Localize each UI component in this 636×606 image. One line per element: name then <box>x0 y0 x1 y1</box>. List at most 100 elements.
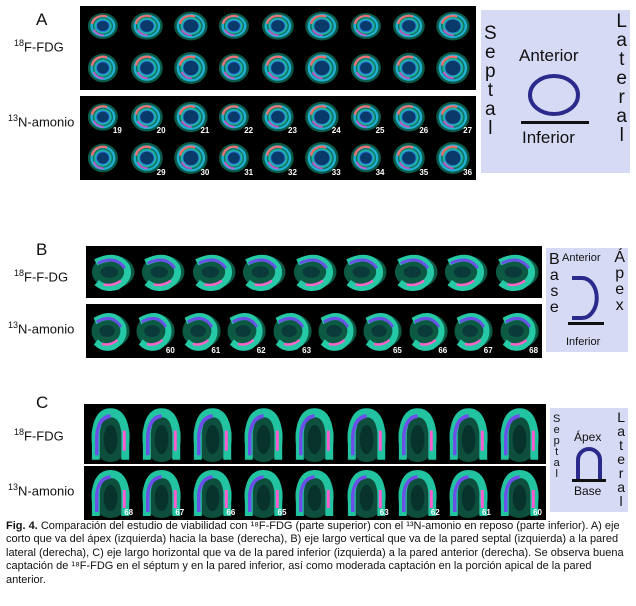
scan-slice: 30 <box>169 138 212 178</box>
scan-slice: 24 <box>300 98 343 136</box>
panel-c-row1-label: 18F-FDG <box>14 427 64 444</box>
slice-number: 60 <box>533 508 542 517</box>
legend-bottom-label: Inferior <box>522 128 575 147</box>
scan-slice: 25 <box>344 98 387 136</box>
panel-b-amonio-row: 60 61 62 63 65 66 67 68 <box>86 304 542 358</box>
panel-c-fdg-row <box>84 404 546 464</box>
scan-slice: 65 <box>239 468 289 518</box>
scan-slice: 23 <box>257 98 299 136</box>
scan-slice <box>392 406 442 462</box>
panel-a-letter: A <box>36 10 48 29</box>
scan-slice: 19 <box>82 98 124 136</box>
slice-number: 65 <box>277 508 287 517</box>
scan-slice: 20 <box>125 98 168 136</box>
scan-slice: 36 <box>432 138 475 178</box>
scan-slice: 63 <box>341 468 391 518</box>
scan-slice <box>138 248 187 296</box>
scan-slice <box>432 48 475 88</box>
scan-slice: 32 <box>257 138 299 178</box>
scan-slice <box>88 306 132 356</box>
slice-number: 68 <box>124 508 134 517</box>
scan-slice <box>86 406 136 462</box>
slice-number: 66 <box>438 346 448 355</box>
slice-number: 30 <box>200 168 210 177</box>
slice-number: 63 <box>302 346 312 355</box>
scan-slice <box>82 48 124 88</box>
scan-slice: 68 <box>496 306 541 356</box>
scan-slice <box>125 48 168 88</box>
scan-slice <box>213 8 256 44</box>
slice-number: 26 <box>419 126 429 135</box>
vertical-long-axis-icon <box>572 276 599 320</box>
panel-b-letter: B <box>36 240 48 259</box>
slice-number: 32 <box>288 168 297 177</box>
scan-slice <box>239 248 288 296</box>
panel-a-row1-label: 18F-FDG <box>14 38 64 55</box>
scan-slice: 65 <box>360 306 404 356</box>
scan-slice <box>213 48 256 88</box>
slice-number: 60 <box>165 346 175 355</box>
scan-slice <box>494 406 544 462</box>
slice-number: 67 <box>483 346 493 355</box>
scan-slice <box>441 248 490 296</box>
scan-slice <box>289 248 339 296</box>
scan-slice <box>239 406 289 462</box>
slice-number: 67 <box>175 508 185 517</box>
scan-slice: 60 <box>133 306 177 356</box>
slice-number: 66 <box>226 508 236 517</box>
slice-number: 31 <box>244 168 254 177</box>
scan-slice: 33 <box>300 138 343 178</box>
scan-slice <box>390 248 440 296</box>
scan-slice <box>388 8 431 44</box>
slice-number: 61 <box>481 508 491 517</box>
scan-slice <box>82 8 124 44</box>
panel-b-fdg-row <box>86 246 542 298</box>
slice-number: 29 <box>156 168 166 177</box>
slice-number: 24 <box>331 126 341 135</box>
scan-slice <box>491 248 540 296</box>
scan-slice: 66 <box>405 306 450 356</box>
panel-c-letter: C <box>36 393 49 412</box>
scan-slice <box>125 8 168 44</box>
scan-slice: 27 <box>432 98 475 136</box>
scan-slice <box>388 48 431 88</box>
scan-slice <box>257 8 299 44</box>
slice-number: 61 <box>211 346 221 355</box>
slice-number: 63 <box>379 508 389 517</box>
panel-a-amonio-row1: 19 20 21 22 23 24 25 26 27 <box>80 96 476 138</box>
scan-slice <box>300 48 343 88</box>
scan-slice: 67 <box>451 306 495 356</box>
scan-slice: 63 <box>269 306 314 356</box>
slice-number: 23 <box>288 126 297 135</box>
scan-slice: 67 <box>137 468 187 518</box>
panel-a-amonio-row2: 29 30 31 32 33 34 35 36 <box>80 136 476 180</box>
scan-slice <box>315 306 359 356</box>
panel-a-fdg-row2 <box>80 46 476 90</box>
scan-slice: 62 <box>224 306 268 356</box>
legend-b-top-label: Anterior <box>562 252 601 264</box>
scan-slice <box>300 8 343 44</box>
scan-slice <box>341 406 391 462</box>
scan-slice: 34 <box>344 138 387 178</box>
short-axis-ring-icon <box>528 74 580 116</box>
slice-number: 68 <box>529 346 539 355</box>
scan-slice <box>82 138 124 178</box>
scan-slice <box>137 406 187 462</box>
panel-c-amonio-row: 68 67 66 65 63 62 61 60 <box>84 466 546 520</box>
scan-slice <box>290 406 340 462</box>
slice-number: 34 <box>375 168 385 177</box>
slice-number: 35 <box>419 168 429 177</box>
horizontal-long-axis-icon <box>576 447 602 480</box>
scan-slice: 26 <box>388 98 431 136</box>
legend-base-line <box>521 121 589 124</box>
scan-slice <box>188 406 238 462</box>
slice-number: 62 <box>430 508 440 517</box>
